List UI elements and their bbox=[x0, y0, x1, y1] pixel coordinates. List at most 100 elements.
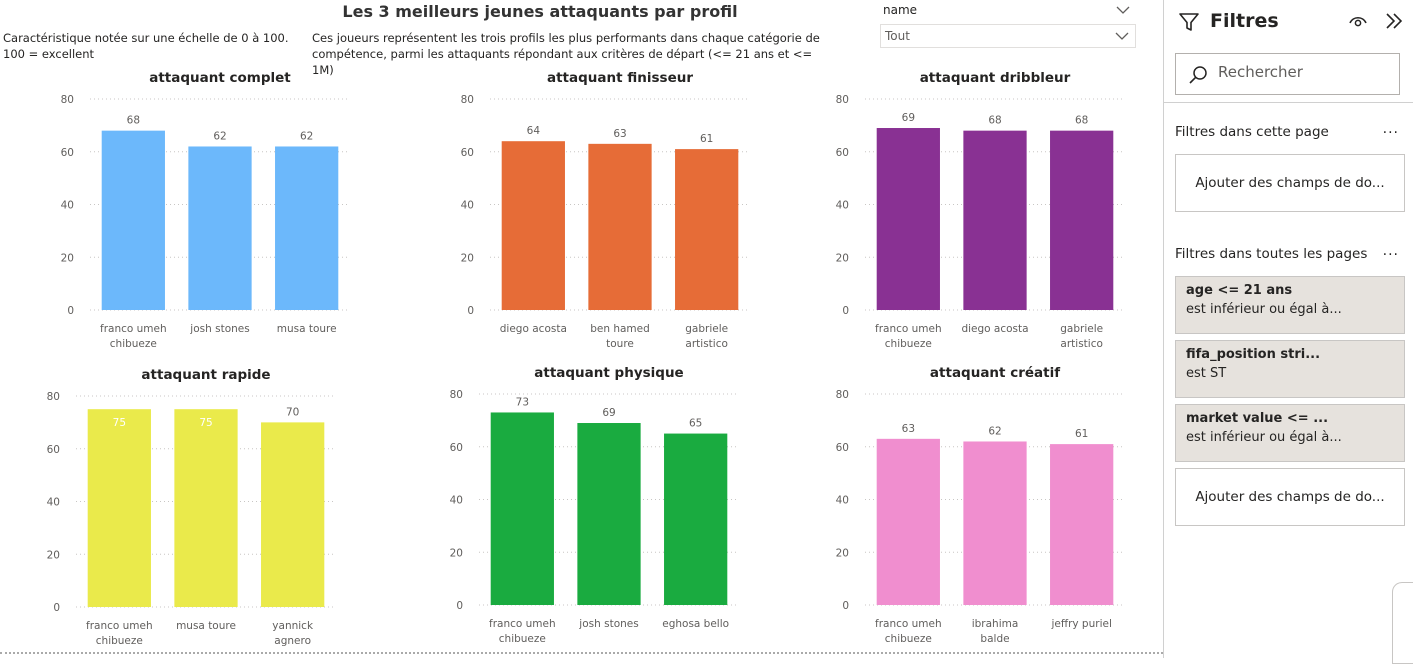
y-tick-label: 0 bbox=[842, 600, 849, 612]
x-tick-label: diego acosta bbox=[961, 323, 1028, 335]
bar bbox=[87, 409, 151, 607]
x-tick-label-line: franco umeh bbox=[875, 618, 942, 630]
data-label: 63 bbox=[902, 423, 915, 435]
x-tick-label-line: chibueze bbox=[499, 633, 546, 645]
x-tick-label-line: toure bbox=[606, 338, 634, 350]
filters-search-box[interactable] bbox=[1175, 53, 1400, 95]
chevron-down-icon[interactable] bbox=[1116, 0, 1130, 20]
more-options-icon[interactable]: ... bbox=[1382, 121, 1399, 137]
filter-card-title: fifa_position stri... bbox=[1186, 347, 1394, 362]
x-tick-label: josh stones bbox=[189, 323, 249, 335]
y-tick-label: 60 bbox=[836, 147, 849, 159]
page-filters-header: Filtres dans cette page ... bbox=[1175, 121, 1399, 140]
bar bbox=[675, 149, 739, 310]
y-tick-label: 80 bbox=[47, 391, 60, 403]
chart-attaquant-finisseur[interactable]: 0 20 40 60 80 64 diego acosta 63 ben hamed toure 6… bbox=[440, 70, 800, 360]
data-label: 68 bbox=[127, 115, 140, 127]
pane-divider bbox=[1164, 102, 1413, 103]
filters-search-input[interactable] bbox=[1218, 63, 1388, 81]
data-label: 75 bbox=[113, 417, 126, 429]
filter-card-market-value[interactable]: market value <= ... est inférieur ou éga… bbox=[1175, 404, 1405, 462]
chart-attaquant-physique[interactable]: 0 20 40 60 80 73 franco umeh chibueze 69 josh sto… bbox=[429, 365, 789, 655]
slicer-dropdown[interactable]: Tout bbox=[880, 24, 1136, 48]
more-options-icon[interactable]: ... bbox=[1382, 243, 1399, 259]
y-tick-label: 80 bbox=[836, 94, 849, 106]
x-tick-label: ibrahima balde bbox=[972, 618, 1019, 645]
bar-chart-svg: 0 20 40 60 80 64 diego acosta 63 ben hamed toure 6… bbox=[461, 94, 750, 350]
x-tick-label: eghosa bello bbox=[662, 618, 729, 630]
data-label: 64 bbox=[527, 125, 541, 137]
x-tick-label-line: chibueze bbox=[885, 633, 932, 645]
chart-attaquant-complet[interactable]: 0 20 40 60 80 68 franco umeh chibueze 62 josh sto… bbox=[40, 70, 400, 360]
name-slicer[interactable]: name Tout bbox=[880, 0, 1136, 48]
bar bbox=[588, 143, 652, 310]
x-tick-label-line: franco umeh bbox=[86, 620, 153, 632]
chevron-down-icon[interactable] bbox=[1115, 25, 1129, 47]
x-tick-label-line: chibueze bbox=[110, 338, 157, 350]
x-tick-label-line: josh stones bbox=[189, 323, 249, 335]
bar bbox=[876, 438, 940, 605]
report-canvas: Les 3 meilleurs jeunes attaquants par pr… bbox=[0, 0, 1163, 657]
bar bbox=[501, 141, 565, 310]
search-icon bbox=[1189, 66, 1207, 84]
y-tick-label: 20 bbox=[61, 252, 74, 264]
x-tick-label: franco umeh chibueze bbox=[489, 618, 556, 645]
y-tick-label: 60 bbox=[61, 147, 74, 159]
x-tick-label-line: chibueze bbox=[885, 338, 932, 350]
data-label: 75 bbox=[199, 417, 212, 429]
filter-card-age[interactable]: age <= 21 ans est inférieur ou égal à... bbox=[1175, 276, 1405, 334]
bar bbox=[963, 130, 1027, 310]
y-tick-label: 80 bbox=[61, 94, 74, 106]
bar bbox=[490, 412, 554, 605]
filters-pane-header: Filtres bbox=[1178, 8, 1404, 36]
filter-card-subtitle: est inférieur ou égal à... bbox=[1186, 430, 1342, 445]
eye-icon[interactable] bbox=[1348, 12, 1368, 30]
x-tick-label: musa toure bbox=[277, 323, 337, 335]
x-tick-label-line: jeffry puriel bbox=[1050, 618, 1111, 630]
bar bbox=[188, 146, 252, 310]
y-tick-label: 40 bbox=[836, 495, 849, 507]
x-tick-label-line: eghosa bello bbox=[662, 618, 729, 630]
chart-attaquant-creatif[interactable]: 0 20 40 60 80 63 franco umeh chibueze 62 ibrahima… bbox=[815, 365, 1163, 655]
y-tick-label: 60 bbox=[47, 444, 60, 456]
y-tick-label: 40 bbox=[836, 200, 849, 212]
bar bbox=[174, 409, 238, 607]
data-label: 69 bbox=[902, 112, 915, 124]
filter-card-fifa-position[interactable]: fifa_position stri... est ST bbox=[1175, 340, 1405, 398]
chart-title: attaquant dribbleur bbox=[919, 70, 1071, 86]
x-tick-label-line: diego acosta bbox=[500, 323, 567, 335]
bar-chart-svg: 0 20 40 60 80 75 franco umeh chibueze 75 musa tou… bbox=[47, 391, 336, 647]
data-label: 61 bbox=[1075, 428, 1088, 440]
chart-title: attaquant rapide bbox=[141, 367, 271, 383]
page-filters-add-field[interactable]: Ajouter des champs de do... bbox=[1175, 154, 1405, 212]
filters-pane-title: Filtres bbox=[1210, 10, 1279, 32]
pane-scroll-handle[interactable] bbox=[1392, 582, 1413, 664]
slicer-header[interactable]: name bbox=[880, 0, 1136, 22]
filter-card-subtitle: est inférieur ou égal à... bbox=[1186, 302, 1342, 317]
y-tick-label: 60 bbox=[461, 147, 474, 159]
data-label: 70 bbox=[286, 406, 299, 418]
x-tick-label-line: chibueze bbox=[96, 635, 143, 647]
data-label: 62 bbox=[300, 130, 313, 142]
x-tick-label-line: ibrahima bbox=[972, 618, 1019, 630]
data-label: 62 bbox=[988, 425, 1001, 437]
chart-title: attaquant physique bbox=[534, 365, 684, 381]
chevron-double-right-icon[interactable] bbox=[1384, 11, 1404, 31]
x-tick-label: franco umeh chibueze bbox=[875, 618, 942, 645]
x-tick-label-line: franco umeh bbox=[489, 618, 556, 630]
data-label: 65 bbox=[689, 418, 702, 430]
y-tick-label: 20 bbox=[836, 547, 849, 559]
x-tick-label-line: artistico bbox=[1060, 338, 1103, 350]
chart-attaquant-dribbleur[interactable]: 0 20 40 60 80 69 franco umeh chibueze 68 diego ac… bbox=[815, 70, 1163, 360]
report-title: Les 3 meilleurs jeunes attaquants par pr… bbox=[342, 2, 738, 21]
data-label: 63 bbox=[613, 128, 626, 140]
filters-pane: Filtres Filtres dans cette page ... Ajou… bbox=[1163, 0, 1413, 664]
x-tick-label: diego acosta bbox=[500, 323, 567, 335]
x-tick-label: ben hamed toure bbox=[590, 323, 650, 350]
bar bbox=[101, 130, 165, 310]
x-tick-label-line: gabriele bbox=[1060, 323, 1103, 335]
chart-attaquant-rapide[interactable]: 0 20 40 60 80 75 franco umeh chibueze 75 musa tou… bbox=[26, 367, 386, 657]
all-pages-filters-add-field[interactable]: Ajouter des champs de do... bbox=[1175, 468, 1405, 526]
y-tick-label: 0 bbox=[67, 305, 74, 317]
y-tick-label: 40 bbox=[47, 497, 60, 509]
